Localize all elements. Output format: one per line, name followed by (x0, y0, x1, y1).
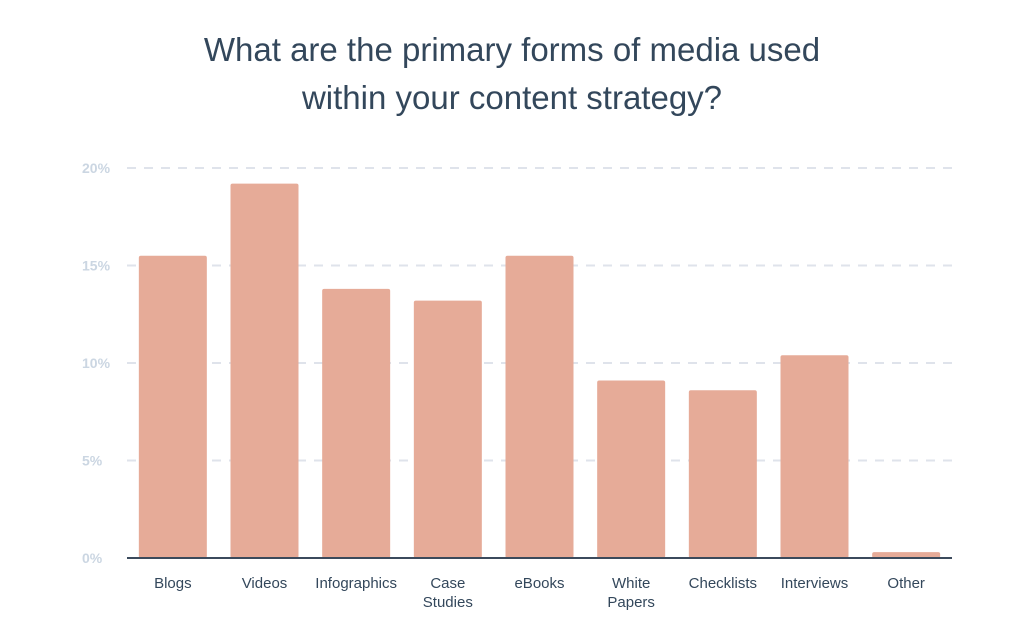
x-axis-category-labels: Blogs Videos Infographics Case Studies eBooks… (154, 575, 925, 611)
bar (322, 288, 391, 558)
y-tick-label: 20% (82, 160, 111, 176)
bar (230, 183, 299, 558)
y-tick-label: 5% (82, 453, 103, 469)
x-category-label: Case Studies (423, 575, 473, 611)
x-category-label: Checklists (689, 575, 757, 592)
x-category-label: Interviews (781, 575, 849, 592)
bar (505, 255, 574, 558)
y-axis-tick-labels: 0% 5% 10% 15% 20% (82, 160, 111, 566)
x-category-label: Blogs (154, 575, 192, 592)
x-category-label: White Papers (607, 575, 655, 611)
x-category-label: Infographics (315, 575, 397, 592)
bar (780, 355, 849, 558)
bar (872, 552, 941, 558)
y-tick-label: 10% (82, 355, 111, 371)
bar (138, 255, 207, 558)
bar (688, 390, 757, 558)
x-category-label: eBooks (514, 575, 564, 592)
bar (413, 300, 482, 558)
x-category-label: Videos (242, 575, 288, 592)
bar (597, 380, 666, 558)
y-tick-label: 15% (82, 258, 111, 274)
chart-title: What are the primary forms of media used… (203, 31, 821, 116)
bars (138, 183, 941, 558)
y-tick-label: 0% (82, 550, 103, 566)
x-category-label: Other (887, 575, 925, 592)
